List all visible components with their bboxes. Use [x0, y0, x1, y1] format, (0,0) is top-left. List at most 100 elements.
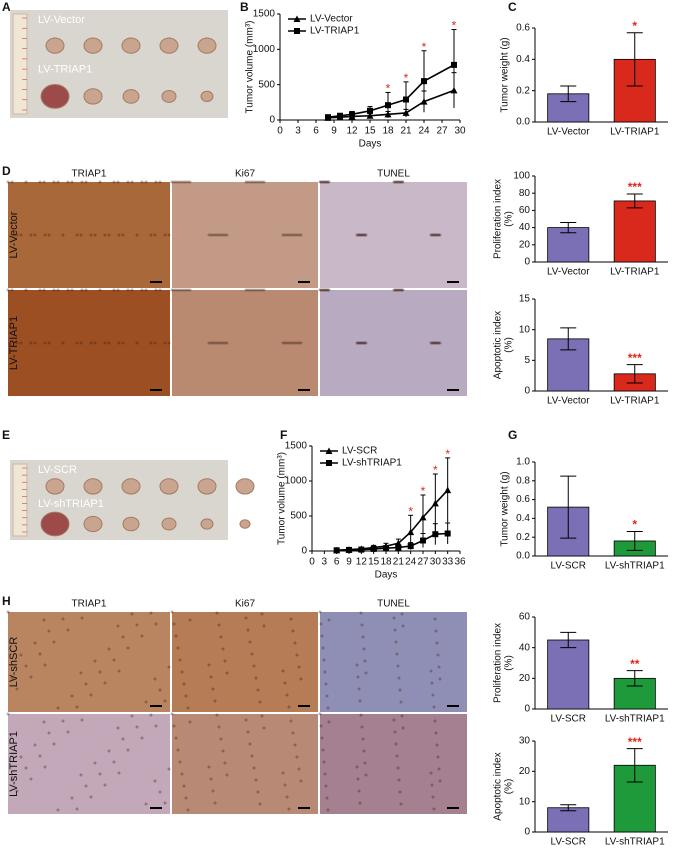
- cell: [10, 288, 14, 292]
- cell: [75, 341, 79, 345]
- cell: [149, 611, 153, 615]
- cell: [186, 288, 190, 292]
- cell: [435, 743, 439, 747]
- cell: [38, 288, 42, 292]
- cell: [153, 341, 157, 345]
- tumor: [121, 478, 141, 495]
- cell: [357, 687, 361, 691]
- cell: [93, 341, 97, 345]
- cell: [135, 233, 139, 237]
- micrograph: [8, 714, 170, 814]
- cell: [174, 736, 178, 740]
- y-tick-label: 5: [524, 355, 530, 366]
- cell: [112, 658, 116, 662]
- tumor: [40, 511, 70, 537]
- cell: [103, 681, 107, 685]
- cell: [47, 341, 51, 345]
- marker: [383, 545, 389, 552]
- cell: [170, 180, 174, 184]
- cell: [163, 233, 167, 237]
- cell: [79, 773, 83, 777]
- x-tick-label: LV-TRIAP1: [610, 267, 660, 278]
- tumor: [122, 516, 140, 532]
- cell: [10, 778, 14, 782]
- cell: [121, 635, 125, 639]
- panel-label: F: [280, 428, 287, 442]
- tumor: [159, 478, 179, 495]
- cell: [327, 720, 331, 724]
- y-tick-label: 15: [519, 294, 531, 305]
- cell: [170, 610, 174, 614]
- significance: ***: [628, 735, 642, 749]
- cell: [135, 725, 139, 729]
- marker: [444, 486, 452, 494]
- x-tick-label: 6: [313, 126, 319, 137]
- cell: [29, 777, 33, 781]
- marker: [333, 547, 340, 554]
- column-header: TUNEL: [377, 169, 410, 180]
- y-tick-label: 1000: [285, 476, 308, 487]
- cell: [250, 652, 254, 656]
- cell: [15, 233, 19, 237]
- tumor: [197, 37, 217, 54]
- cell: [244, 718, 248, 722]
- cell: [80, 718, 84, 722]
- micrograph: [8, 182, 170, 288]
- cell: [321, 748, 325, 752]
- marker: [419, 513, 427, 521]
- marker: [346, 546, 352, 553]
- cell: [213, 699, 217, 703]
- cell: [363, 341, 367, 345]
- marker: [403, 96, 409, 103]
- cell: [209, 233, 213, 237]
- cell: [38, 180, 42, 184]
- cell: [320, 634, 324, 638]
- cell: [262, 288, 266, 292]
- cell: [256, 790, 260, 794]
- cell: [217, 725, 221, 729]
- cell: [80, 180, 84, 184]
- cell: [281, 233, 285, 237]
- cell: [219, 233, 223, 237]
- x-tick-label: 3: [295, 126, 301, 137]
- cell: [112, 180, 116, 184]
- cell: [357, 789, 361, 793]
- cell: [61, 617, 65, 621]
- cell: [325, 796, 329, 800]
- cell: [322, 658, 326, 662]
- x-tick-label: 9: [331, 126, 337, 137]
- cell: [252, 766, 256, 770]
- cell: [43, 663, 47, 667]
- cell: [400, 714, 404, 718]
- cell: [287, 341, 291, 345]
- cell: [355, 663, 359, 667]
- significance: *: [445, 447, 450, 461]
- cell: [291, 341, 295, 345]
- micrograph: [172, 290, 318, 396]
- y-tick-label: 10: [519, 324, 531, 335]
- cell: [252, 664, 256, 668]
- cell: [144, 700, 148, 704]
- cell: [438, 233, 442, 237]
- y-tick-label: 0.4: [516, 513, 530, 524]
- cell: [360, 623, 364, 627]
- significance: *: [452, 19, 457, 33]
- cell: [319, 622, 323, 626]
- cell: [289, 233, 293, 237]
- cell: [52, 288, 56, 292]
- cell: [225, 773, 229, 777]
- cell: [180, 670, 184, 674]
- cell: [258, 802, 262, 806]
- cell: [172, 180, 176, 184]
- y-tick-label: 20: [519, 766, 531, 777]
- cell: [281, 771, 285, 775]
- cell: [207, 765, 211, 769]
- significance: ***: [628, 180, 642, 194]
- cell: [98, 180, 102, 184]
- cell: [429, 771, 433, 775]
- cell: [431, 693, 435, 697]
- significance: *: [421, 484, 426, 498]
- cell: [116, 726, 120, 730]
- cell: [321, 646, 325, 650]
- marker: [370, 545, 377, 552]
